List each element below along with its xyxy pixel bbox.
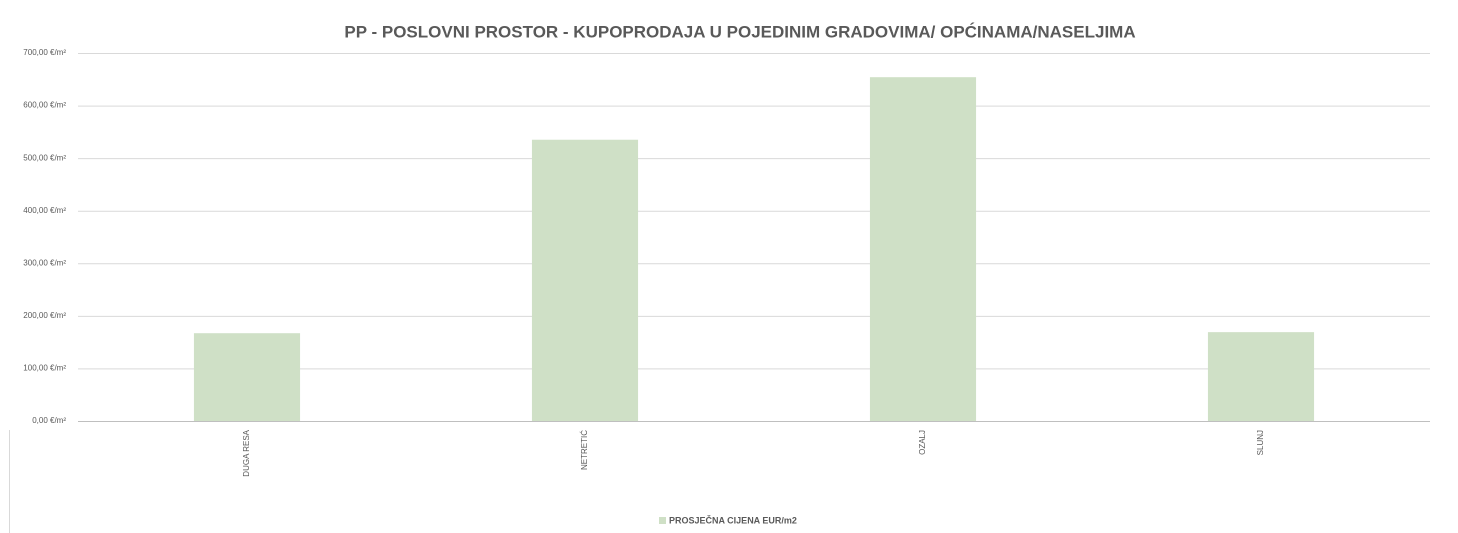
bar xyxy=(193,333,301,421)
y-tick-label: 100,00 €/m² xyxy=(23,364,66,373)
chart-title: PP - POSLOVNI PROSTOR - KUPOPRODAJA U PO… xyxy=(344,22,1135,41)
bar xyxy=(531,139,639,421)
y-tick-label: 500,00 €/m² xyxy=(23,153,66,162)
y-tick-label: 300,00 €/m² xyxy=(23,258,66,267)
legend-swatch xyxy=(659,517,666,524)
bar xyxy=(1207,332,1315,421)
bar xyxy=(869,77,977,421)
x-tick-label: NETRETIĆ xyxy=(580,430,589,470)
y-tick-label: 600,00 €/m² xyxy=(23,101,66,110)
y-tick-label: 700,00 €/m² xyxy=(23,48,66,57)
x-tick-label: SLUNJ xyxy=(1256,430,1265,455)
y-tick-label: 400,00 €/m² xyxy=(23,206,66,215)
legend-label: PROSJEČNA CIJENA EUR/m2 xyxy=(669,514,797,525)
x-tick-label: DUGA RESA xyxy=(242,429,251,476)
y-tick-label: 0,00 €/m² xyxy=(32,416,66,425)
x-tick-label: OZALJ xyxy=(918,430,927,455)
y-tick-label: 200,00 €/m² xyxy=(23,311,66,320)
